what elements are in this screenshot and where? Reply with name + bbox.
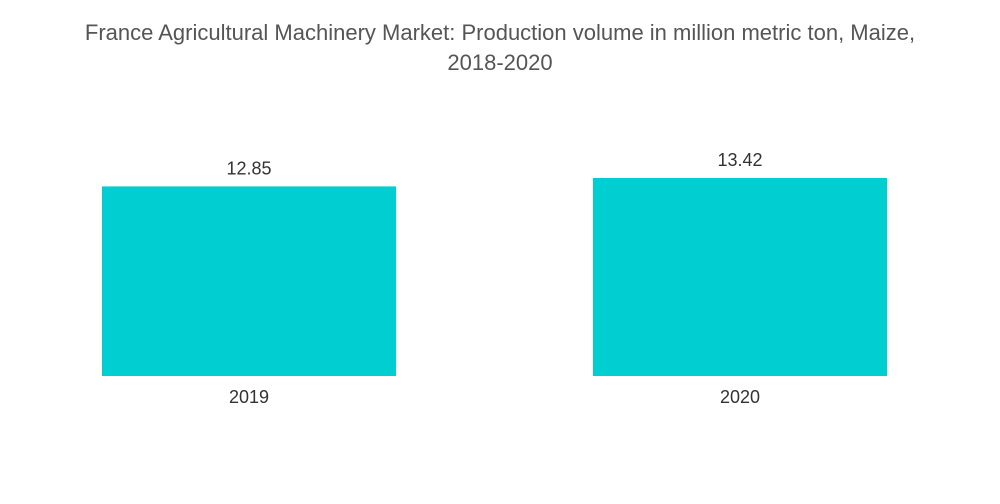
bar-2019 [102,186,396,376]
x-tick-label-2020: 2020 [720,387,760,407]
chart-title-line-2: 2018-2020 [447,50,553,75]
x-tick-label-2019: 2019 [229,387,269,407]
chart-title: France Agricultural Machinery Market: Pr… [0,18,1000,78]
plot-area: 12.85 2019 13.42 2020 [102,150,887,407]
value-label-2020: 13.42 [717,150,762,170]
bar-2020 [593,178,887,376]
value-label-2019: 12.85 [226,158,271,178]
chart-title-line-1: France Agricultural Machinery Market: Pr… [84,20,916,45]
